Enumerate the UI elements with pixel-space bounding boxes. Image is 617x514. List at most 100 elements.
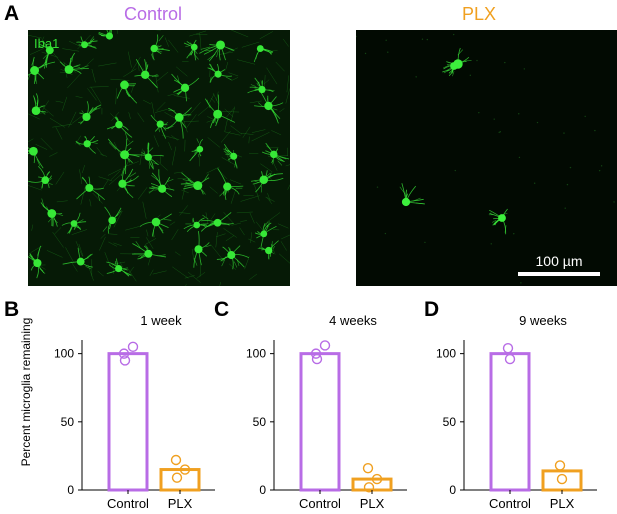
y-tick-label: 100 xyxy=(246,347,266,361)
bar-control xyxy=(299,352,341,492)
chart-title: 4 weeks xyxy=(329,313,377,328)
microglia-cell xyxy=(76,36,98,49)
microglia-cell xyxy=(189,138,204,162)
microglia-cell xyxy=(98,30,114,40)
microglia-cell xyxy=(40,198,64,227)
microglia-cell xyxy=(75,135,99,154)
data-point xyxy=(556,473,568,485)
chart-title: 9 weeks xyxy=(519,313,567,328)
scale-bar-label: 100 µm xyxy=(535,253,583,269)
microglia-cell xyxy=(28,165,53,189)
panel-c-letter: C xyxy=(214,298,230,321)
scale-bar: 100 µm xyxy=(518,253,600,276)
y-tick-label: 50 xyxy=(253,415,267,429)
chart-9-weeks: 9 weeks 0 50 100 Control PLX xyxy=(412,300,612,514)
microglia-cell xyxy=(183,217,208,232)
microglia-cell xyxy=(261,142,290,166)
microglia-cell xyxy=(488,208,508,235)
microglia-cell xyxy=(102,206,122,234)
microglia-cell xyxy=(199,40,235,62)
microglia-cell xyxy=(254,221,277,247)
microglia-cell xyxy=(399,183,425,207)
microglia-cell xyxy=(223,144,238,169)
control-image-title: Control xyxy=(124,4,183,24)
microglia-cell xyxy=(106,116,133,140)
microglia-cell xyxy=(180,172,210,195)
panel-a-letter: A xyxy=(4,2,20,25)
microglia-cell xyxy=(141,142,164,170)
chart-plot: 0 50 100 Control PLX xyxy=(436,340,597,511)
microglia-cell xyxy=(31,93,46,116)
microglia-cell xyxy=(28,146,44,169)
microglia-cell xyxy=(165,107,192,139)
microglia-cell xyxy=(253,45,274,63)
microglia-cell xyxy=(150,114,169,139)
x-tick-label-plx: PLX xyxy=(168,496,193,511)
x-tick-label-control: Control xyxy=(299,496,341,511)
data-point xyxy=(362,462,374,474)
data-point xyxy=(554,460,566,471)
microglia-cell xyxy=(28,56,56,85)
data-point xyxy=(118,348,130,359)
bar-plx xyxy=(541,469,583,492)
y-tick-label: 100 xyxy=(436,347,456,361)
microglia-cell xyxy=(442,60,467,77)
microglia-cell xyxy=(116,80,138,104)
microglia-cell xyxy=(148,169,175,198)
microglia-cell xyxy=(106,258,132,277)
stain-label: Iba1 xyxy=(34,36,60,51)
chart-plot: 0 50 100 Control PLX xyxy=(246,340,407,511)
y-tick-label: 50 xyxy=(61,415,75,429)
bar-control xyxy=(107,352,149,492)
microglia-cell xyxy=(251,170,284,193)
microglia-cell xyxy=(62,247,93,270)
data-point xyxy=(504,353,516,365)
microglia-cell xyxy=(254,90,284,124)
microglia-cell xyxy=(139,213,172,238)
panel-b-letter: B xyxy=(4,298,20,321)
microglia-cell xyxy=(38,40,54,69)
data-point xyxy=(310,348,322,359)
data-point xyxy=(502,342,514,354)
y-tick-label: 0 xyxy=(449,483,456,497)
data-point xyxy=(319,340,331,351)
x-tick-label-plx: PLX xyxy=(550,496,575,511)
microglia-cell xyxy=(200,212,234,232)
y-tick-label: 0 xyxy=(67,483,74,497)
microglia-cell xyxy=(134,58,159,88)
bar-plx xyxy=(159,468,201,492)
x-tick-label-control: Control xyxy=(489,496,531,511)
microglia-cell xyxy=(28,245,46,279)
chart-title: 1 week xyxy=(140,313,182,328)
microglia-cell xyxy=(132,241,166,260)
plx-micrograph-image xyxy=(356,30,617,286)
data-point xyxy=(311,353,323,365)
microglia-cell xyxy=(76,176,105,202)
chart-plot: 0 50 100 Control PLX xyxy=(54,340,215,511)
control-micrograph: Iba1 xyxy=(28,30,290,286)
microglia-cell xyxy=(217,168,244,200)
plx-image-title: PLX xyxy=(462,4,497,24)
microglia-cell xyxy=(183,39,199,61)
microglia-cell xyxy=(207,63,232,83)
plx-micrograph: 100 µm xyxy=(356,30,617,286)
microglia-cell xyxy=(78,101,102,125)
y-tick-label: 100 xyxy=(54,347,74,361)
control-micrograph-image xyxy=(28,30,290,286)
data-point xyxy=(179,464,191,475)
x-tick-label-plx: PLX xyxy=(360,496,385,511)
data-point xyxy=(371,473,383,485)
chart-1-week: 1 week 0 50 100 Control PLX xyxy=(30,300,230,514)
microglia-cell xyxy=(61,212,87,234)
data-point xyxy=(363,482,375,493)
chart-4-weeks: 4 weeks 0 50 100 Control PLX xyxy=(222,300,422,514)
y-tick-label: 0 xyxy=(259,483,266,497)
microglia-cell xyxy=(216,245,250,270)
microglia-cell xyxy=(204,94,236,129)
microglia-cell xyxy=(107,138,147,175)
y-tick-label: 50 xyxy=(443,415,457,429)
data-point xyxy=(171,472,183,483)
microglia-cell xyxy=(247,77,275,94)
scale-bar-line xyxy=(518,272,600,276)
panel-d-letter: D xyxy=(424,298,440,321)
